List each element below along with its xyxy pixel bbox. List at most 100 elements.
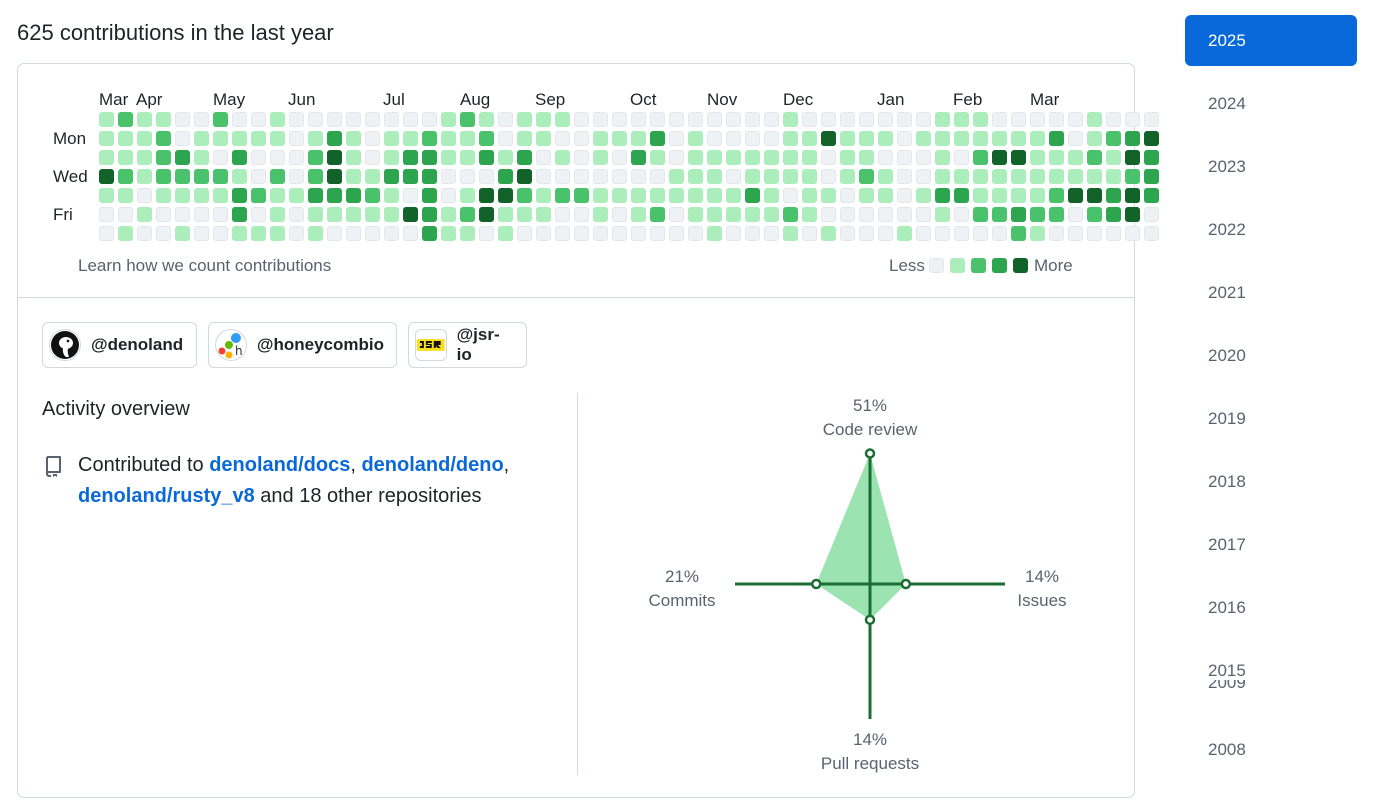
contribution-day[interactable] <box>973 131 988 146</box>
contribution-day[interactable] <box>498 188 513 203</box>
contribution-day[interactable] <box>289 131 304 146</box>
contribution-day[interactable] <box>308 226 323 241</box>
contribution-day[interactable] <box>1125 169 1140 184</box>
contribution-day[interactable] <box>707 150 722 165</box>
contribution-day[interactable] <box>327 207 342 222</box>
contribution-day[interactable] <box>498 150 513 165</box>
contribution-day[interactable] <box>973 226 988 241</box>
contribution-day[interactable] <box>517 188 532 203</box>
contribution-day[interactable] <box>859 207 874 222</box>
contribution-day[interactable] <box>631 169 646 184</box>
contribution-day[interactable] <box>1011 112 1026 127</box>
contribution-day[interactable] <box>745 131 760 146</box>
contribution-day[interactable] <box>308 131 323 146</box>
contribution-day[interactable] <box>1068 150 1083 165</box>
contribution-day[interactable] <box>498 112 513 127</box>
contribution-day[interactable] <box>878 131 893 146</box>
contribution-day[interactable] <box>593 226 608 241</box>
contribution-day[interactable] <box>897 112 912 127</box>
contribution-day[interactable] <box>536 112 551 127</box>
contribution-day[interactable] <box>707 207 722 222</box>
contribution-day[interactable] <box>460 188 475 203</box>
contribution-day[interactable] <box>992 131 1007 146</box>
contribution-day[interactable] <box>441 131 456 146</box>
contribution-day[interactable] <box>232 150 247 165</box>
contribution-day[interactable] <box>1011 131 1026 146</box>
contribution-day[interactable] <box>422 207 437 222</box>
contribution-day[interactable] <box>897 169 912 184</box>
contribution-day[interactable] <box>1144 188 1159 203</box>
contribution-day[interactable] <box>612 131 627 146</box>
contribution-day[interactable] <box>346 207 361 222</box>
contribution-day[interactable] <box>631 112 646 127</box>
contribution-day[interactable] <box>688 131 703 146</box>
contribution-day[interactable] <box>840 169 855 184</box>
contribution-day[interactable] <box>973 207 988 222</box>
contribution-day[interactable] <box>346 131 361 146</box>
contribution-day[interactable] <box>1011 226 1026 241</box>
contribution-day[interactable] <box>384 188 399 203</box>
year-link-2022[interactable]: 2022 <box>1208 219 1246 239</box>
contribution-day[interactable] <box>403 188 418 203</box>
contribution-day[interactable] <box>213 188 228 203</box>
contribution-day[interactable] <box>840 112 855 127</box>
contribution-day[interactable] <box>821 226 836 241</box>
contribution-day[interactable] <box>612 226 627 241</box>
contribution-day[interactable] <box>726 150 741 165</box>
contribution-day[interactable] <box>555 150 570 165</box>
contribution-day[interactable] <box>688 112 703 127</box>
contribution-day[interactable] <box>232 188 247 203</box>
contribution-day[interactable] <box>118 169 133 184</box>
contribution-day[interactable] <box>878 188 893 203</box>
contribution-day[interactable] <box>802 207 817 222</box>
contribution-day[interactable] <box>194 169 209 184</box>
contribution-day[interactable] <box>118 131 133 146</box>
contribution-day[interactable] <box>99 188 114 203</box>
contribution-day[interactable] <box>232 207 247 222</box>
contribution-day[interactable] <box>954 226 969 241</box>
contribution-day[interactable] <box>1125 226 1140 241</box>
contribution-day[interactable] <box>878 112 893 127</box>
contribution-day[interactable] <box>213 226 228 241</box>
contribution-day[interactable] <box>327 226 342 241</box>
year-link-2016[interactable]: 2016 <box>1208 597 1246 617</box>
contribution-day[interactable] <box>99 131 114 146</box>
contribution-day[interactable] <box>517 112 532 127</box>
contribution-day[interactable] <box>365 150 380 165</box>
learn-contributions-link[interactable]: Learn how we count contributions <box>78 256 332 275</box>
contribution-day[interactable] <box>574 131 589 146</box>
contribution-day[interactable] <box>1087 150 1102 165</box>
contribution-day[interactable] <box>1011 150 1026 165</box>
contribution-day[interactable] <box>688 188 703 203</box>
year-link-2025[interactable]: 2025 <box>1185 15 1357 66</box>
contribution-day[interactable] <box>593 112 608 127</box>
contribution-day[interactable] <box>593 150 608 165</box>
contribution-day[interactable] <box>289 207 304 222</box>
contribution-day[interactable] <box>783 112 798 127</box>
contribution-day[interactable] <box>213 131 228 146</box>
contribution-day[interactable] <box>650 150 665 165</box>
contribution-day[interactable] <box>802 150 817 165</box>
contribution-day[interactable] <box>346 112 361 127</box>
contribution-day[interactable] <box>1011 207 1026 222</box>
contribution-day[interactable] <box>916 150 931 165</box>
contribution-day[interactable] <box>992 112 1007 127</box>
contribution-day[interactable] <box>441 207 456 222</box>
contribution-day[interactable] <box>726 226 741 241</box>
contribution-day[interactable] <box>175 207 190 222</box>
contribution-day[interactable] <box>916 112 931 127</box>
contribution-day[interactable] <box>1049 150 1064 165</box>
contribution-day[interactable] <box>897 131 912 146</box>
contribution-day[interactable] <box>935 207 950 222</box>
contribution-day[interactable] <box>365 226 380 241</box>
contribution-day[interactable] <box>783 207 798 222</box>
contribution-day[interactable] <box>726 188 741 203</box>
contribution-day[interactable] <box>555 131 570 146</box>
contribution-day[interactable] <box>916 207 931 222</box>
contribution-day[interactable] <box>289 188 304 203</box>
contribution-day[interactable] <box>992 188 1007 203</box>
contribution-day[interactable] <box>707 112 722 127</box>
contribution-day[interactable] <box>1068 169 1083 184</box>
contribution-day[interactable] <box>555 112 570 127</box>
contribution-day[interactable] <box>365 188 380 203</box>
